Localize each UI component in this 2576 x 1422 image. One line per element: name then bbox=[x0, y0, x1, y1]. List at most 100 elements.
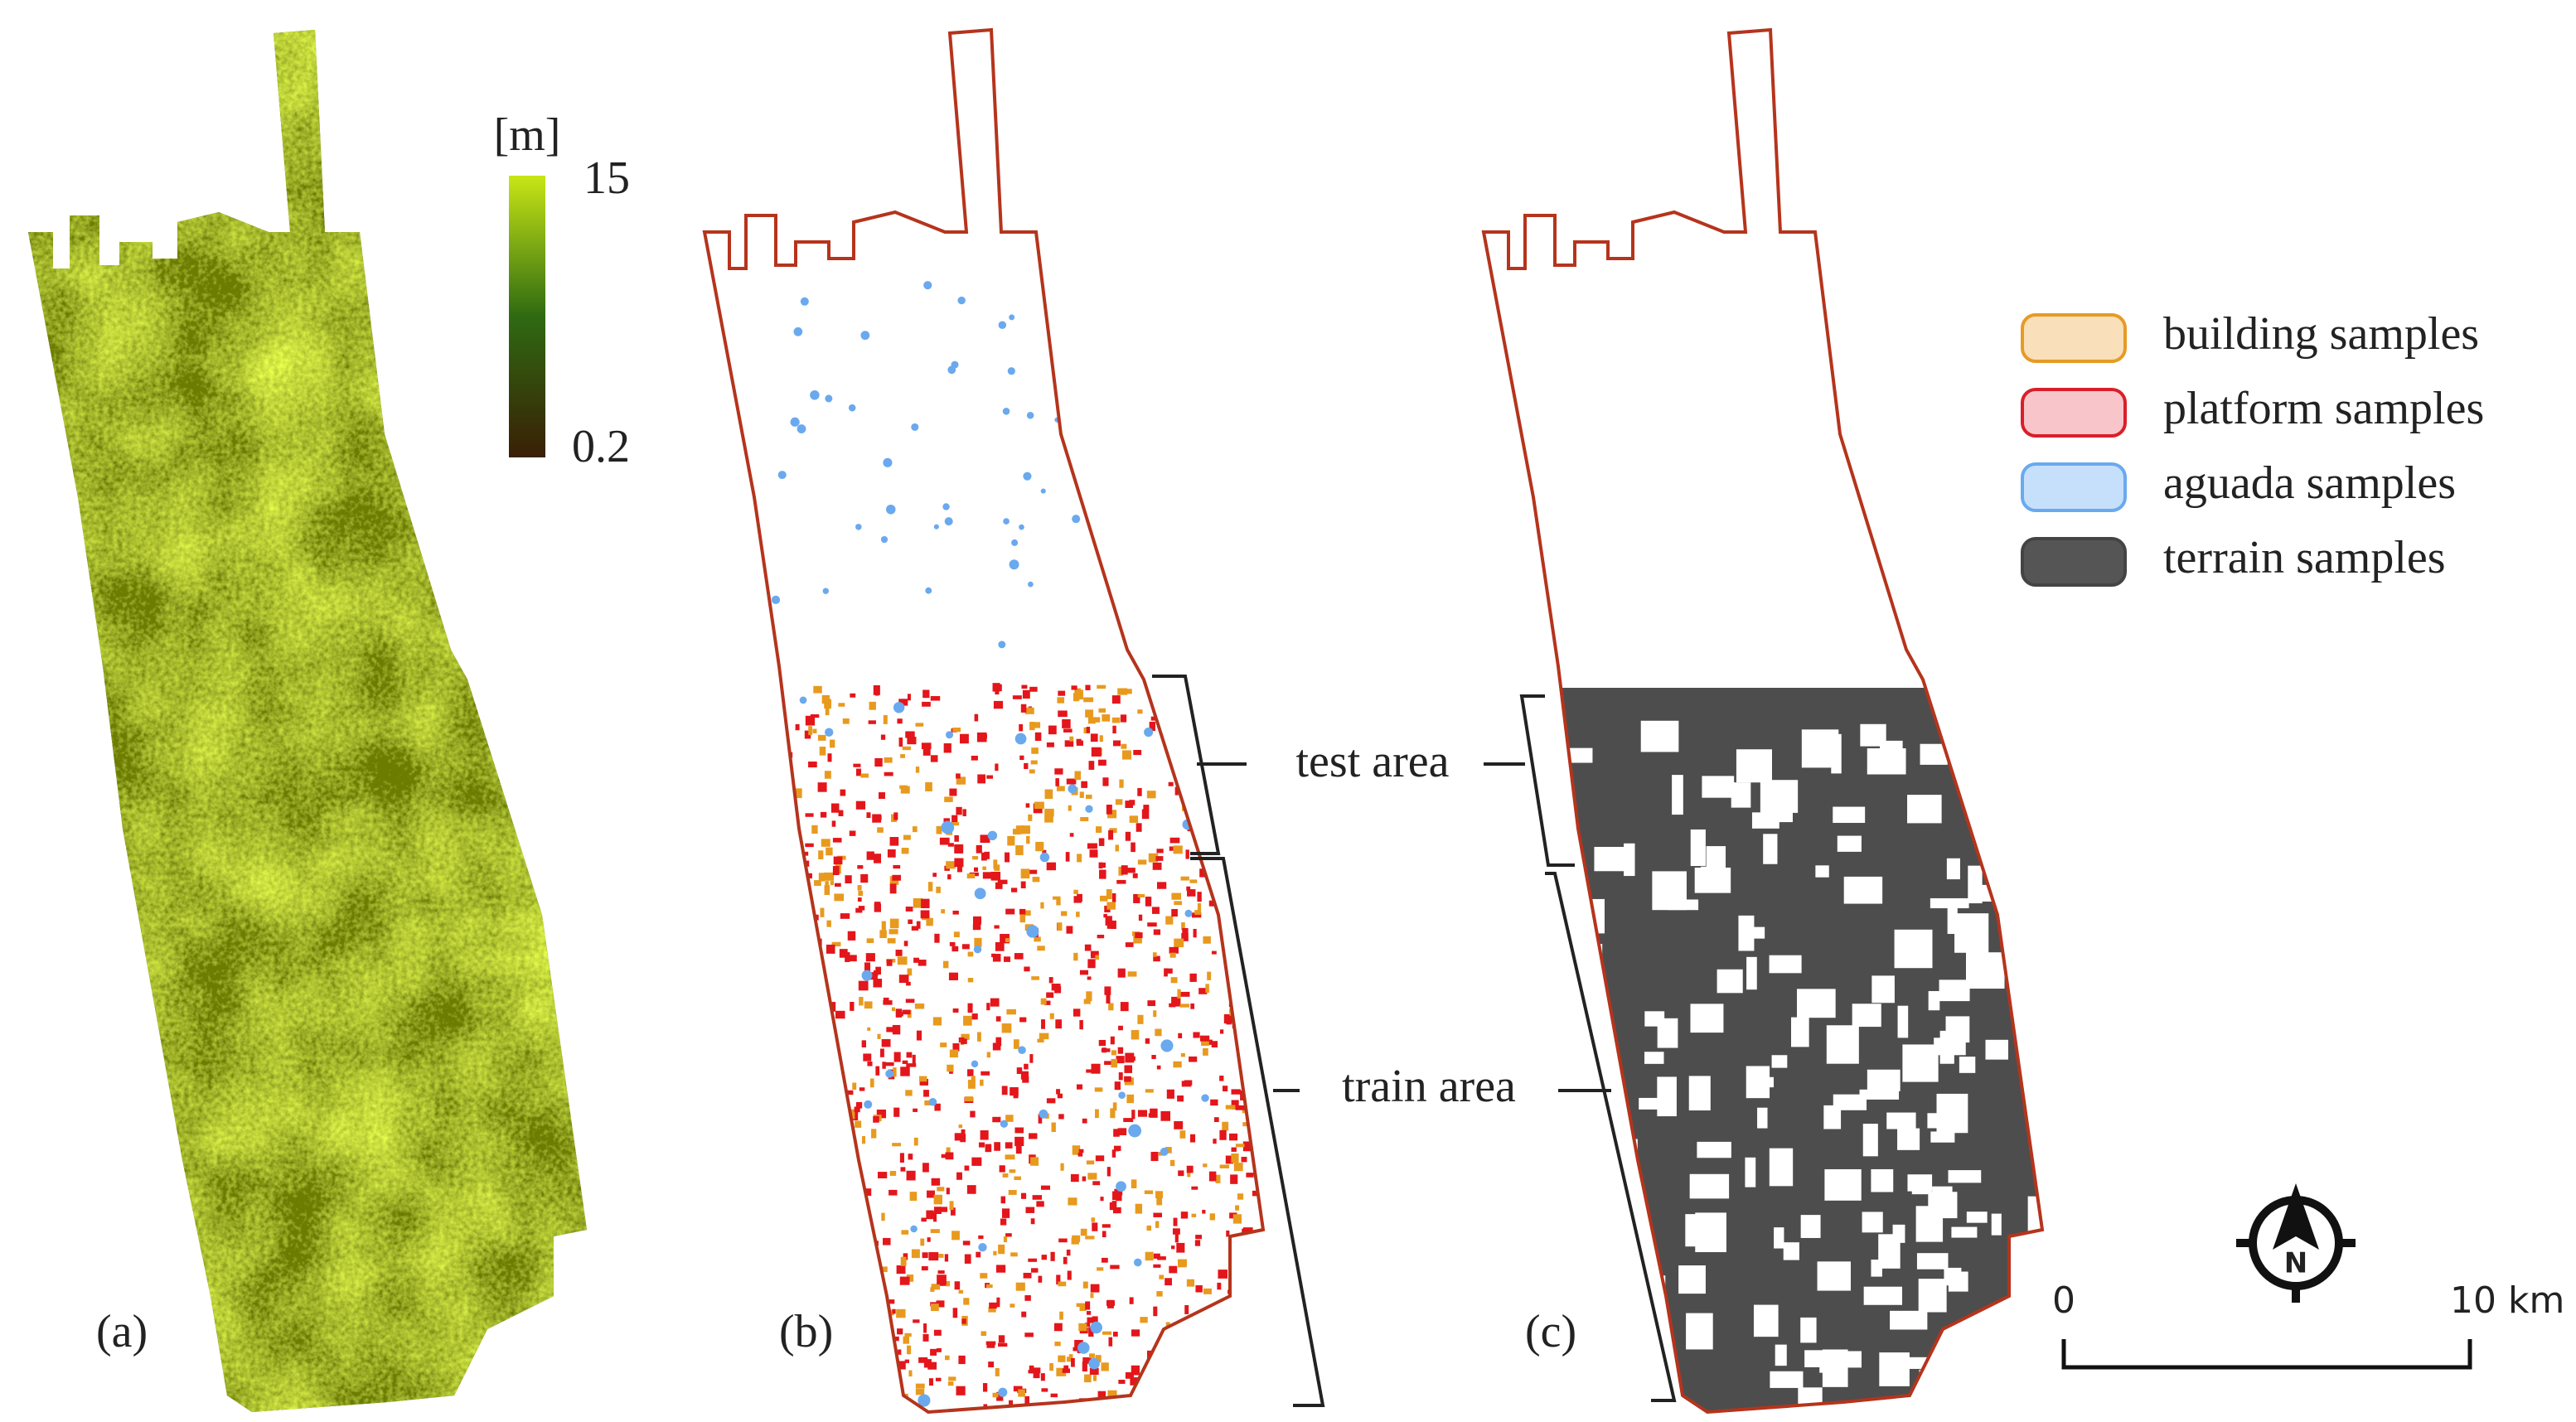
sample-mark bbox=[1122, 750, 1131, 760]
sample-mark bbox=[961, 1318, 966, 1324]
sample-mark bbox=[918, 960, 927, 966]
sample-mark bbox=[994, 925, 1000, 929]
sample-mark bbox=[927, 882, 933, 892]
sample-mark bbox=[861, 970, 873, 981]
sample-mark bbox=[889, 929, 898, 935]
sample-mark bbox=[1014, 1136, 1024, 1147]
sample-mark bbox=[1208, 1405, 1213, 1412]
sample-mark bbox=[1079, 970, 1089, 975]
sample-mark bbox=[1137, 1110, 1148, 1117]
sample-mark bbox=[1102, 1224, 1111, 1228]
sample-mark bbox=[1077, 1153, 1083, 1157]
sample-mark bbox=[1199, 868, 1206, 878]
sample-mark bbox=[1082, 1357, 1092, 1364]
sample-mark bbox=[887, 1366, 893, 1373]
sample-mark bbox=[1056, 1274, 1061, 1285]
sample-mark bbox=[2015, 871, 2034, 893]
sample-mark bbox=[1697, 1141, 1731, 1158]
sample-mark bbox=[967, 978, 974, 983]
sample-mark bbox=[930, 1304, 939, 1312]
sample-mark bbox=[1064, 740, 1074, 747]
sample-mark bbox=[1215, 703, 1224, 712]
sample-mark bbox=[1886, 1112, 1916, 1129]
annotation: test area bbox=[1296, 736, 1450, 787]
sample-mark bbox=[889, 1189, 898, 1196]
sample-mark bbox=[822, 1199, 829, 1203]
sample-mark bbox=[1169, 846, 1174, 851]
sample-mark bbox=[824, 1384, 833, 1391]
sample-mark bbox=[784, 944, 794, 948]
sample-mark bbox=[1098, 708, 1106, 713]
sample-mark bbox=[1082, 1118, 1087, 1124]
sample-mark bbox=[819, 1299, 830, 1304]
sample-mark bbox=[1029, 1133, 1038, 1139]
sample-mark bbox=[836, 1294, 840, 1303]
sample-mark bbox=[1013, 1039, 1019, 1049]
sample-mark bbox=[1169, 1003, 1176, 1008]
sample-mark bbox=[982, 872, 993, 879]
sample-mark bbox=[1089, 1367, 1099, 1376]
sample-mark bbox=[1791, 1017, 1809, 1047]
sample-mark bbox=[1824, 1168, 1862, 1201]
sample-mark bbox=[765, 1400, 772, 1409]
sample-mark bbox=[1180, 1052, 1185, 1057]
sample-mark bbox=[874, 1400, 882, 1410]
sample-mark bbox=[1003, 1236, 1008, 1243]
sample-mark bbox=[821, 839, 830, 847]
sample-mark bbox=[769, 688, 775, 698]
sample-mark bbox=[1907, 795, 1942, 824]
sample-mark bbox=[896, 1265, 906, 1274]
sample-mark bbox=[1151, 907, 1160, 914]
sample-mark bbox=[1189, 1056, 1198, 1062]
sample-mark bbox=[1086, 1160, 1095, 1165]
sample-mark bbox=[941, 909, 946, 914]
sample-mark bbox=[1859, 1089, 1900, 1100]
sample-mark bbox=[1104, 1061, 1113, 1066]
sample-mark bbox=[1131, 842, 1135, 853]
sample-mark bbox=[1085, 1323, 1091, 1327]
sample-mark bbox=[1032, 1195, 1043, 1200]
sample-mark bbox=[1037, 1038, 1044, 1042]
sample-mark bbox=[1160, 1147, 1169, 1156]
sample-mark bbox=[918, 1357, 928, 1363]
legend-swatch bbox=[2021, 313, 2127, 363]
sample-mark bbox=[833, 1366, 843, 1372]
sample-mark bbox=[1181, 1260, 1188, 1266]
sample-mark bbox=[803, 1127, 809, 1138]
sample-mark bbox=[1190, 1003, 1195, 1009]
sample-mark bbox=[923, 1090, 929, 1097]
sample-mark bbox=[1053, 1323, 1063, 1332]
sample-mark bbox=[801, 1039, 806, 1045]
sample-mark bbox=[1171, 1343, 1178, 1349]
sample-mark bbox=[860, 773, 869, 778]
sample-mark bbox=[811, 1367, 819, 1375]
sample-mark bbox=[1085, 1236, 1095, 1240]
sample-mark bbox=[862, 1318, 868, 1323]
sample-mark bbox=[763, 1216, 768, 1222]
sample-mark bbox=[831, 820, 836, 827]
sample-mark bbox=[897, 1361, 906, 1370]
sample-mark bbox=[817, 734, 826, 741]
sample-mark bbox=[1056, 1367, 1067, 1376]
sample-mark bbox=[1213, 1117, 1219, 1123]
sample-mark bbox=[1255, 827, 1263, 835]
sample-mark bbox=[1079, 791, 1084, 798]
sample-mark bbox=[835, 1297, 845, 1305]
sample-mark bbox=[1089, 849, 1098, 858]
sample-mark bbox=[1021, 684, 1028, 689]
sample-mark bbox=[947, 843, 954, 847]
sample-mark bbox=[1171, 908, 1178, 917]
sample-mark bbox=[1020, 825, 1030, 834]
sample-mark bbox=[1220, 1346, 1231, 1354]
sample-mark bbox=[1076, 1084, 1083, 1090]
sample-mark bbox=[937, 1187, 945, 1192]
sample-mark bbox=[1179, 1130, 1186, 1139]
sample-mark bbox=[855, 1120, 862, 1128]
sample-mark bbox=[1242, 820, 1252, 826]
sample-mark bbox=[883, 1237, 891, 1245]
sample-mark bbox=[860, 873, 869, 883]
sample-mark bbox=[1892, 1224, 1905, 1243]
sample-mark bbox=[808, 762, 817, 768]
sample-mark bbox=[1180, 1348, 1189, 1357]
sample-mark bbox=[834, 1225, 840, 1233]
